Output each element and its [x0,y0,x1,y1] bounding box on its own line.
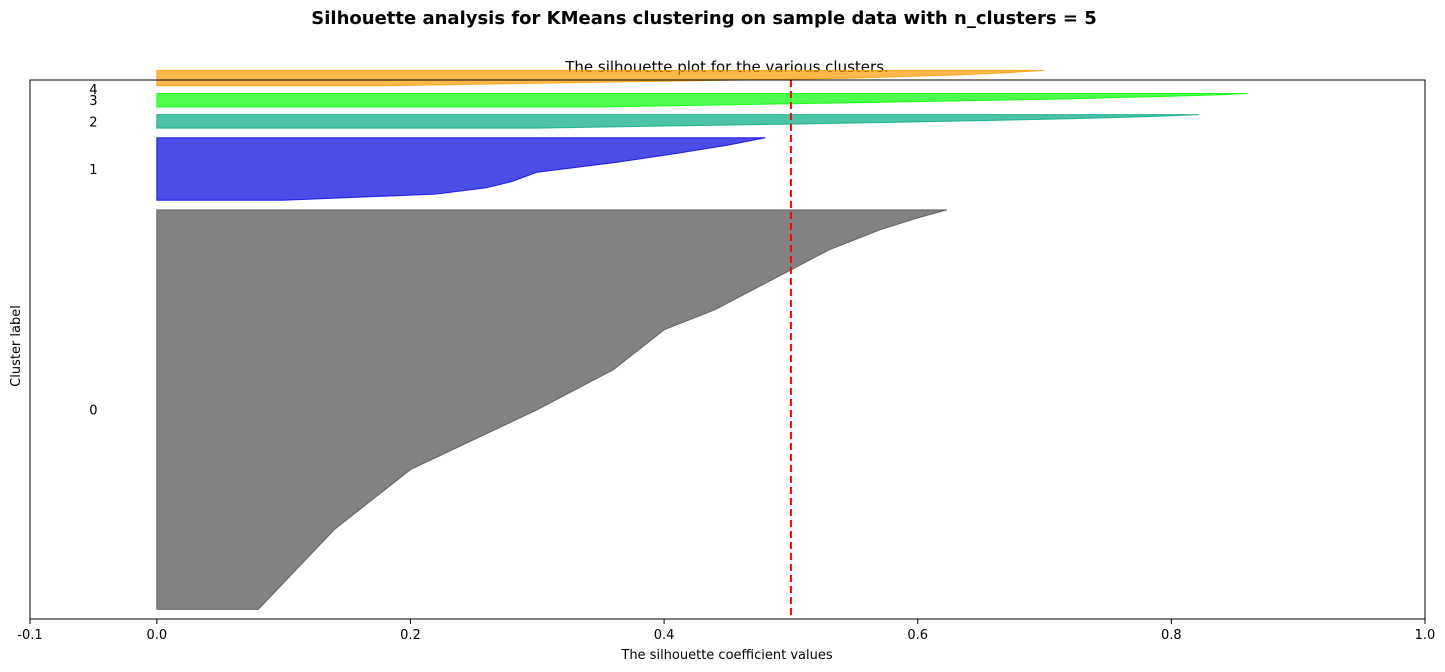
silhouette-area-cluster-0 [156,209,948,610]
x-tick-label: 0.6 [907,628,928,643]
figure-suptitle: Silhouette analysis for KMeans clusterin… [311,8,1096,29]
y-axis-label: Cluster label [9,305,24,387]
x-tick-label: 0.2 [400,628,421,643]
cluster-labels: 0 1 2 34 [89,83,97,419]
cluster-label-1: 1 [89,163,97,178]
cluster-label-0: 0 [89,404,97,419]
silhouette-area-cluster-2 [156,114,1200,129]
silhouette-areas [156,69,1248,610]
cluster-label-4: 4 [89,83,97,98]
x-axis-ticks: -0.1 0.0 0.2 0.4 0.6 0.8 1.0 [17,619,1435,643]
x-tick-label: -0.1 [17,628,42,643]
x-axis-label: The silhouette coefficient values [620,648,832,663]
x-tick-label: 0.0 [146,628,167,643]
x-tick-label: 0.8 [1161,628,1182,643]
silhouette-area-cluster-4 [156,69,1045,87]
x-tick-label: 1.0 [1415,628,1436,643]
cluster-label-3: 3 [89,94,97,109]
silhouette-area-cluster-1 [156,137,766,201]
x-tick-label: 0.4 [654,628,675,643]
cluster-label-2: 2 [89,115,97,130]
plot-frame [29,79,1426,620]
silhouette-area-cluster-3 [156,93,1248,108]
